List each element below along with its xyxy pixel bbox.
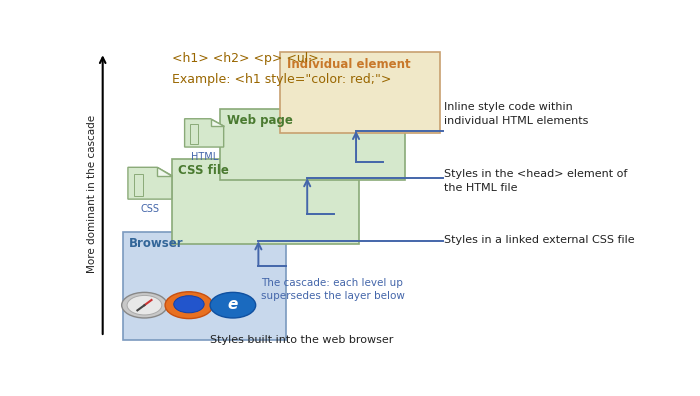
Polygon shape: [185, 119, 224, 147]
Text: e: e: [228, 297, 238, 312]
Text: Inline style code within
individual HTML elements: Inline style code within individual HTML…: [444, 103, 589, 126]
Text: Example: <h1 style="color: red;">: Example: <h1 style="color: red;">: [172, 73, 391, 86]
Text: <h1> <h2> <p> <ul>: <h1> <h2> <p> <ul>: [172, 52, 318, 65]
Circle shape: [122, 292, 167, 318]
Polygon shape: [158, 167, 172, 175]
Bar: [280, 52, 440, 133]
Bar: [190, 124, 197, 144]
Text: Web page: Web page: [227, 114, 293, 127]
Text: Styles built into the web browser: Styles built into the web browser: [209, 335, 393, 345]
Text: Styles in a linked external CSS file: Styles in a linked external CSS file: [444, 235, 635, 245]
Text: Styles in the <head> element of
the HTML file: Styles in the <head> element of the HTML…: [444, 169, 628, 193]
Text: HTML: HTML: [190, 152, 218, 162]
Bar: [134, 173, 143, 196]
Circle shape: [174, 296, 204, 313]
Bar: [122, 232, 286, 340]
Polygon shape: [211, 119, 224, 126]
Polygon shape: [128, 167, 172, 199]
Circle shape: [165, 292, 213, 319]
Circle shape: [210, 292, 256, 318]
Text: CSS: CSS: [141, 204, 160, 214]
Text: Individual element: Individual element: [286, 57, 410, 70]
Circle shape: [127, 295, 162, 315]
Text: Browser: Browser: [130, 238, 184, 251]
Text: More dominant in the cascade: More dominant in the cascade: [87, 115, 97, 273]
Text: CSS file: CSS file: [178, 164, 229, 177]
Bar: [172, 159, 358, 244]
Bar: [220, 109, 405, 180]
Text: The cascade: each level up
supersedes the layer below: The cascade: each level up supersedes th…: [261, 278, 405, 301]
